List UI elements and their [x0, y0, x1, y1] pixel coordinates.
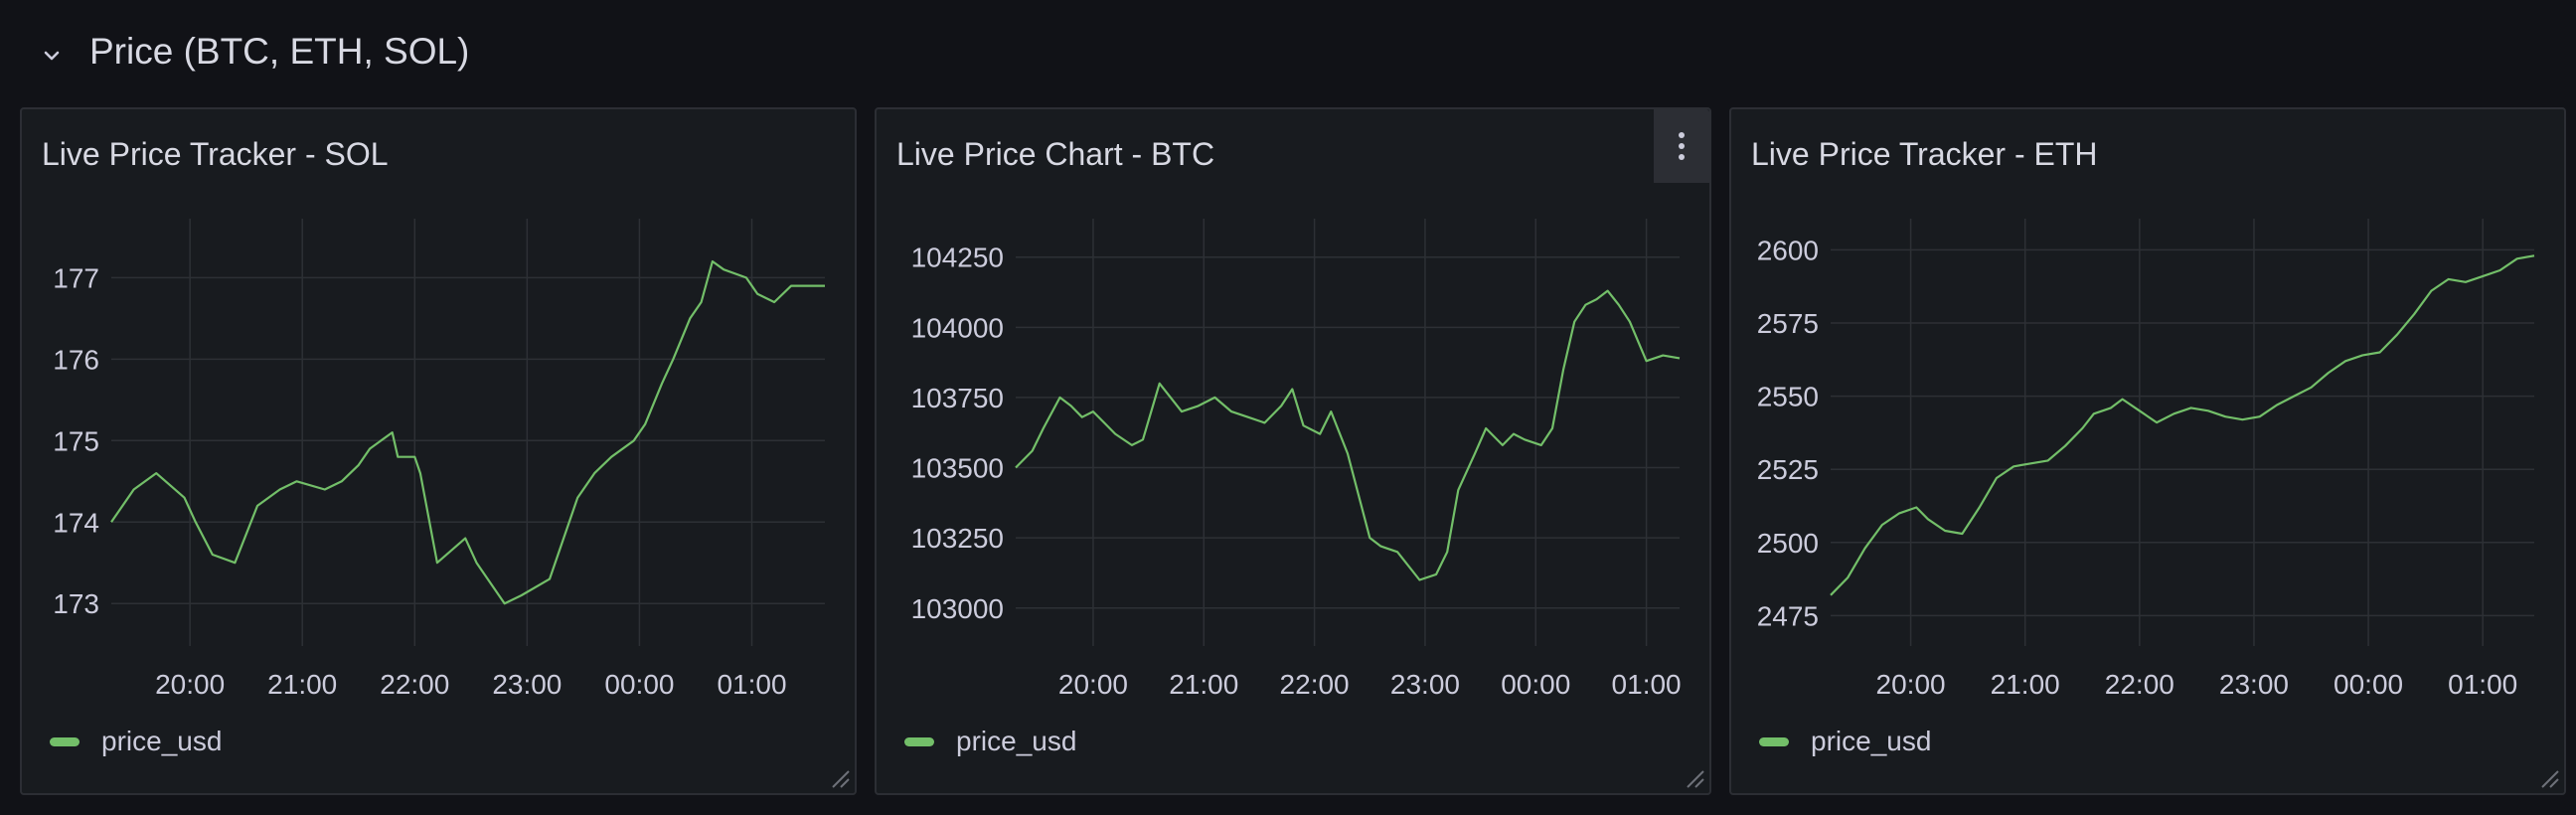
x-tick-label: 22:00: [2105, 669, 2174, 700]
x-tick-label: 20:00: [1058, 669, 1128, 700]
legend-label: price_usd: [101, 726, 223, 756]
x-tick-label: 00:00: [1501, 669, 1570, 700]
y-tick-label: 104000: [911, 312, 1004, 343]
y-tick-label: 103750: [911, 383, 1004, 413]
y-tick-label: 2525: [1757, 454, 1819, 485]
y-tick-label: 175: [53, 425, 99, 456]
y-tick-label: 177: [53, 262, 99, 293]
x-tick-label: 23:00: [1390, 669, 1460, 700]
x-tick-label: 22:00: [1280, 669, 1350, 700]
legend-item[interactable]: price_usd: [1759, 722, 1931, 761]
x-tick-label: 00:00: [604, 669, 674, 700]
panel-btc-price[interactable]: Live Price Chart - BTC 103000 103250 10350…: [875, 107, 1711, 795]
x-tick-label: 23:00: [492, 669, 562, 700]
resize-handle-icon[interactable]: [1682, 765, 1705, 789]
chart-btc: 103000 103250 103500 103750 104000 104250 20:0…: [911, 219, 1682, 700]
y-tick-label: 2550: [1757, 382, 1819, 412]
legend-item[interactable]: price_usd: [50, 722, 222, 761]
row-title[interactable]: Price (BTC, ETH, SOL): [89, 31, 470, 72]
panel-title[interactable]: Live Price Chart - BTC: [896, 136, 1215, 172]
panel-eth-price[interactable]: Live Price Tracker - ETH 2475 2500 2525 255…: [1729, 107, 2566, 795]
y-tick-label: 103250: [911, 523, 1004, 554]
y-tick-label: 2475: [1757, 600, 1819, 631]
legend-swatch: [50, 736, 80, 746]
y-tick-label: 103000: [911, 593, 1004, 624]
resize-handle-icon[interactable]: [827, 765, 851, 789]
x-tick-label: 21:00: [1169, 669, 1238, 700]
y-tick-label: 2500: [1757, 528, 1819, 559]
x-tick-label: 01:00: [1612, 669, 1682, 700]
y-tick-label: 2575: [1757, 308, 1819, 339]
x-tick-label: 23:00: [2219, 669, 2289, 700]
panel-title[interactable]: Live Price Tracker - SOL: [42, 136, 389, 172]
x-tick-label: 01:00: [2448, 669, 2517, 700]
legend-swatch: [904, 736, 934, 746]
x-tick-label: 21:00: [267, 669, 337, 700]
x-tick-label: 21:00: [1991, 669, 2060, 700]
panel-title[interactable]: Live Price Tracker - ETH: [1751, 136, 2098, 172]
x-tick-label: 00:00: [2334, 669, 2403, 700]
kebab-menu-icon[interactable]: [1654, 109, 1709, 183]
legend-swatch: [1759, 736, 1789, 746]
x-tick-label: 20:00: [155, 669, 225, 700]
x-tick-label: 22:00: [380, 669, 449, 700]
resize-handle-icon[interactable]: [2536, 765, 2560, 789]
panel-sol-price[interactable]: Live Price Tracker - SOL 173 174 175 176 177…: [20, 107, 857, 795]
series-line-price_usd[interactable]: [1015, 289, 1681, 581]
legend-item[interactable]: price_usd: [904, 722, 1076, 761]
chevron-down-icon[interactable]: [38, 42, 66, 70]
legend-label: price_usd: [1811, 726, 1932, 756]
series-line-price_usd[interactable]: [110, 259, 825, 605]
legend-label: price_usd: [956, 726, 1077, 756]
series-line-price_usd[interactable]: [1830, 254, 2535, 596]
x-tick-label: 01:00: [717, 669, 786, 700]
x-tick-label: 20:00: [1876, 669, 1946, 700]
y-tick-label: 176: [53, 344, 99, 375]
y-tick-label: 104250: [911, 243, 1004, 273]
chart-eth: 2475 2500 2525 2550 2575 2600 20:00 21:00 22:00 2…: [1757, 219, 2535, 700]
y-tick-label: 103500: [911, 453, 1004, 484]
y-tick-label: 2600: [1757, 235, 1819, 265]
y-tick-label: 173: [53, 588, 99, 619]
row-header: Price (BTC, ETH, SOL): [0, 0, 2576, 104]
chart-sol: 173 174 175 176 177 20:00 21:00 22:00 23:00 00:00…: [53, 219, 825, 700]
y-tick-label: 174: [53, 507, 99, 538]
